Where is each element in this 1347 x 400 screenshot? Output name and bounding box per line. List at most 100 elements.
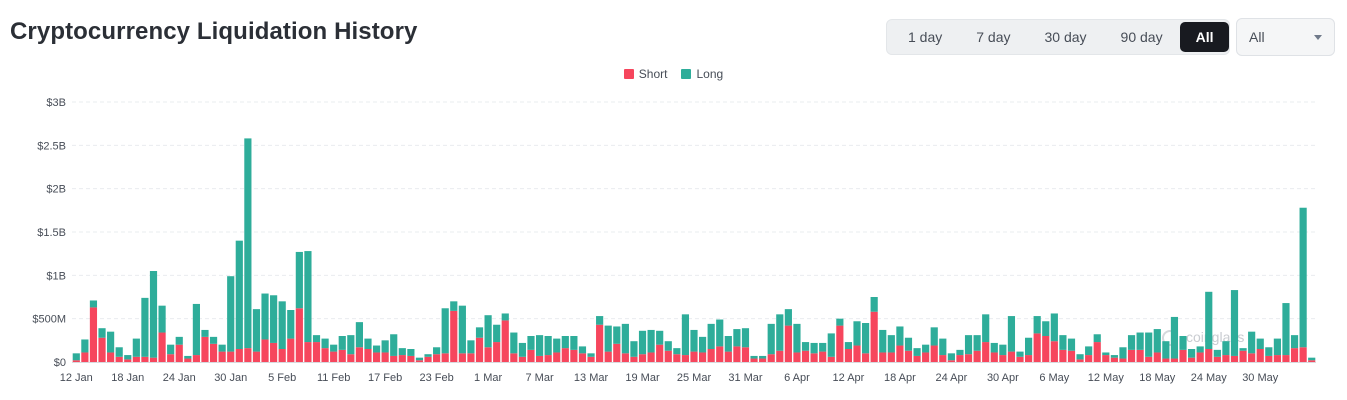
- bar-long: [270, 295, 278, 343]
- bar-long: [458, 305, 466, 354]
- bar-long: [750, 355, 758, 359]
- bar-short: [759, 358, 767, 362]
- bar-short: [853, 345, 861, 362]
- bar-short: [801, 350, 810, 362]
- bar-short: [467, 353, 475, 362]
- bar-long: [1145, 332, 1153, 357]
- bar-long: [312, 335, 321, 343]
- bar-long: [1230, 290, 1239, 356]
- range-all-button[interactable]: All: [1179, 22, 1230, 52]
- bar-long: [184, 355, 192, 359]
- bar-long: [484, 315, 492, 348]
- bar-short: [698, 352, 707, 362]
- bar-short: [1256, 349, 1264, 362]
- bar-short: [990, 352, 998, 362]
- y-tick-label: $1.5B: [37, 227, 66, 239]
- bar-long: [853, 321, 861, 346]
- bar-long: [450, 301, 458, 311]
- bar-long: [707, 323, 715, 349]
- bar-long: [922, 344, 930, 353]
- x-tick-label: 18 Jan: [111, 372, 144, 384]
- bar-long: [1196, 346, 1204, 353]
- bar-short: [1136, 349, 1144, 362]
- bar-long: [896, 326, 904, 346]
- bar-short: [1213, 356, 1221, 362]
- bar-long: [1110, 355, 1118, 358]
- range-1-day-button[interactable]: 1 day: [908, 29, 943, 45]
- bar-long: [870, 297, 878, 312]
- bar-short: [149, 357, 158, 362]
- bar-short: [930, 345, 938, 362]
- bar-long: [793, 323, 801, 353]
- bar-long: [1188, 349, 1196, 358]
- bar-short: [724, 351, 732, 362]
- x-tick-label: 12 Jan: [60, 372, 93, 384]
- bar-long: [390, 334, 398, 356]
- x-tick-label: 1 Mar: [474, 372, 502, 384]
- y-tick-label: $2B: [46, 184, 66, 196]
- bar-short: [1025, 355, 1033, 362]
- bar-long: [879, 329, 887, 353]
- range-7-day-button[interactable]: 7 day: [976, 29, 1011, 45]
- bar-long: [681, 314, 690, 356]
- legend-item-long[interactable]: Long: [681, 67, 723, 81]
- bar-long: [801, 342, 810, 351]
- bar-short: [355, 347, 363, 362]
- bar-long: [107, 331, 115, 353]
- bar-short: [441, 353, 449, 362]
- bar-long: [278, 301, 286, 349]
- bar-long: [252, 309, 261, 352]
- bar-short: [1273, 355, 1281, 362]
- bar-long: [844, 342, 853, 349]
- chart-legend: Short Long: [0, 67, 1347, 81]
- bar-long: [149, 271, 158, 358]
- bar-long: [1136, 332, 1144, 350]
- bar-short: [870, 311, 878, 362]
- x-tick-label: 12 Apr: [833, 372, 865, 384]
- bar-long: [287, 310, 295, 339]
- bar-short: [72, 360, 80, 362]
- bar-short: [827, 356, 835, 362]
- bar-short: [922, 352, 930, 362]
- x-tick-label: 13 Mar: [574, 372, 609, 384]
- bar-short: [115, 356, 123, 362]
- bar-long: [81, 339, 89, 353]
- bar-long: [433, 347, 441, 355]
- bar-long: [964, 335, 973, 355]
- bar-long: [587, 353, 595, 357]
- bar-short: [1102, 355, 1110, 362]
- bar-long: [1050, 313, 1058, 342]
- bar-long: [167, 344, 175, 355]
- bar-short: [861, 353, 870, 362]
- bar-long: [1162, 341, 1170, 359]
- bar-short: [1033, 333, 1041, 362]
- bar-short: [947, 360, 955, 362]
- bar-long: [647, 329, 655, 353]
- bar-long: [132, 338, 140, 357]
- bar-short: [295, 308, 303, 362]
- bar-long: [1059, 335, 1067, 350]
- bar-short: [278, 349, 286, 362]
- bar-long: [218, 344, 226, 352]
- range-30-day-button[interactable]: 30 day: [1044, 29, 1087, 45]
- x-tick-label: 24 Jan: [163, 372, 196, 384]
- bar-long: [947, 353, 955, 361]
- bar-short: [690, 351, 698, 362]
- bar-short: [450, 310, 458, 362]
- legend-item-short[interactable]: Short: [623, 67, 667, 81]
- bar-long: [381, 340, 389, 353]
- x-tick-label: 25 Mar: [677, 372, 712, 384]
- bar-short: [1162, 358, 1170, 362]
- coin-select-dropdown[interactable]: All: [1236, 18, 1335, 56]
- bar-short: [810, 353, 818, 362]
- bar-long: [664, 341, 672, 351]
- bar-short: [124, 359, 132, 362]
- bar-short: [1076, 359, 1084, 362]
- bar-long: [1042, 321, 1050, 336]
- bar-short: [1239, 350, 1247, 362]
- range-90-day-button[interactable]: 90 day: [1120, 29, 1163, 45]
- bar-long: [98, 328, 106, 338]
- bar-short: [1042, 336, 1050, 362]
- bar-long: [836, 318, 844, 326]
- bar-long: [235, 240, 243, 349]
